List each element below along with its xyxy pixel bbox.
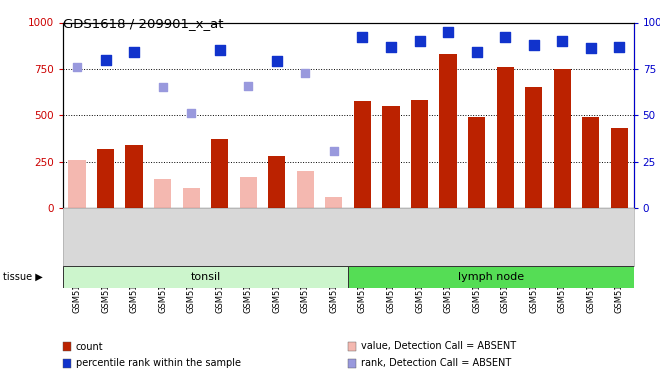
Bar (211, 140, 228, 208)
Bar (97, 149, 114, 208)
Bar (183, 188, 200, 208)
Text: GDS1618 / 209901_x_at: GDS1618 / 209901_x_at (63, 17, 223, 30)
Point (100, 57, 111, 63)
Bar (348, 266, 634, 288)
Bar (325, 197, 343, 208)
Bar (382, 106, 399, 208)
Point (243, 82, 253, 88)
Bar (154, 179, 171, 208)
Bar (125, 145, 143, 208)
Point (271, 58, 282, 64)
Text: value, Detection Call = ABSENT: value, Detection Call = ABSENT (362, 342, 517, 351)
Text: percentile rank within the sample: percentile rank within the sample (76, 358, 241, 368)
Bar (610, 128, 628, 208)
Point (443, 29, 453, 35)
Bar (268, 156, 285, 208)
Bar (468, 117, 485, 208)
Point (72, 64, 82, 70)
Bar (440, 54, 457, 208)
Point (186, 111, 197, 117)
Text: count: count (76, 342, 104, 351)
Bar (496, 67, 513, 208)
Point (300, 70, 311, 76)
Bar (554, 69, 571, 208)
Bar (63, 266, 348, 288)
Point (157, 84, 168, 90)
Text: rank, Detection Call = ABSENT: rank, Detection Call = ABSENT (362, 358, 512, 368)
Point (385, 44, 396, 50)
Point (529, 42, 539, 48)
Bar (582, 117, 599, 208)
Point (557, 38, 568, 44)
Point (357, 34, 368, 40)
Text: lymph node: lymph node (458, 272, 524, 282)
Bar (354, 101, 371, 208)
Bar (240, 177, 257, 208)
Point (329, 148, 339, 154)
Point (129, 49, 139, 55)
Bar (525, 87, 543, 208)
Point (614, 44, 624, 50)
Text: tonsil: tonsil (190, 272, 220, 282)
Point (585, 45, 596, 51)
Bar (411, 100, 428, 208)
Text: tissue ▶: tissue ▶ (3, 272, 43, 282)
Point (214, 47, 225, 53)
Point (414, 38, 425, 44)
Bar (297, 171, 314, 208)
Bar (69, 160, 86, 208)
Point (471, 49, 482, 55)
Point (500, 34, 510, 40)
